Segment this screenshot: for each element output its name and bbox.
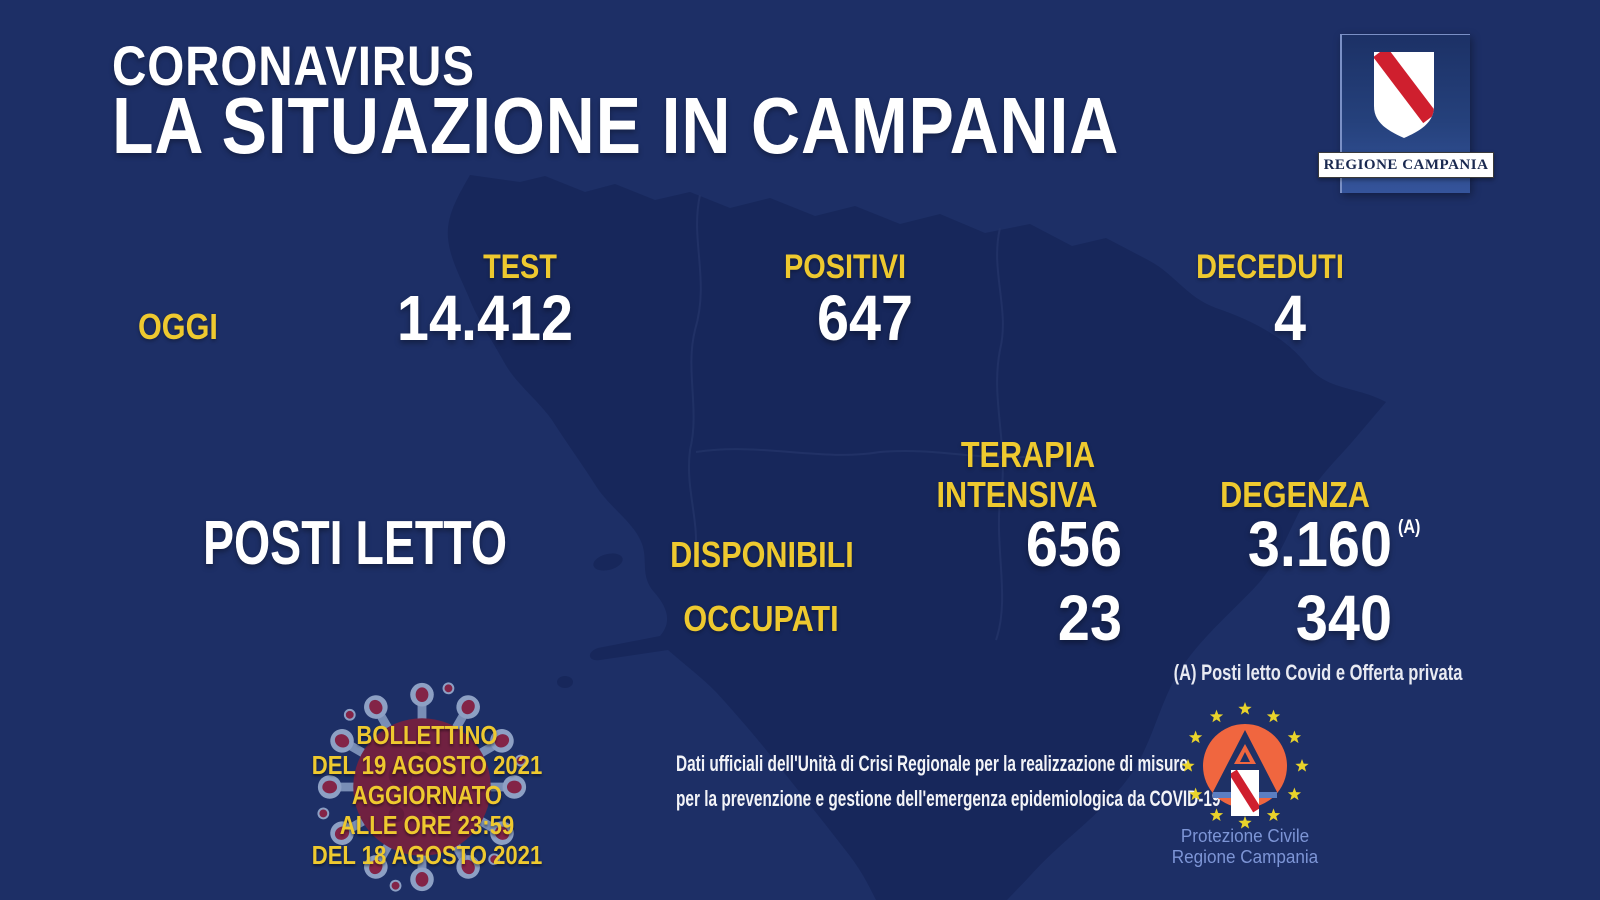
stat-positivi-value: 647 [816,282,914,354]
beds-col1-header-line1: TERAPIA [960,434,1096,475]
beds-disponibili-degenza: 3.160 [1247,508,1392,580]
coronavirus-icon [317,682,527,892]
beds-disponibili-label: DISPONIBILI [670,534,854,575]
source-note-line2: per la prevenzione e gestione dell'emerg… [676,786,1221,811]
beds-section-label: POSTI LETTO [203,509,508,578]
page-title-line2: LA SITUAZIONE IN CAMPANIA [112,81,1120,170]
source-note-line1: Dati ufficiali dell'Unità di Crisi Regio… [676,751,1188,776]
stat-deceduti-value: 4 [1273,282,1307,354]
beds-col1-header-line2: INTENSIVA [936,474,1098,515]
bulletin-line: DEL 18 AGOSTO 2021 [311,840,543,870]
protezione-civile-label: Protezione Civile Regione Campania [1150,826,1340,868]
protezione-civile-logo [1181,702,1309,829]
beds-col2-header: DEGENZA [1220,474,1370,515]
regione-campania-label: REGIONE CAMPANIA [1318,152,1494,178]
stat-test-value: 14.412 [396,282,574,354]
campania-crest-icon [1374,52,1434,138]
beds-occupati-degenza: 340 [1295,582,1392,654]
beds-footnote: (A) Posti letto Covid e Offerta privata [1173,660,1463,685]
stat-deceduti-label: DECEDUTI [1196,248,1344,286]
degenza-note-marker: (A) [1398,517,1421,538]
source-note: Dati ufficiali dell'Unità di Crisi Regio… [676,746,1221,816]
page-title-line1: CORONAVIRUS [112,34,475,97]
bulletin-line: ALLE ORE 23:59 [339,810,515,840]
stat-positivi-label: POSITIVI [783,248,907,286]
beds-occupati-label: OCCUPATI [683,598,839,639]
bulletin-line: AGGIORNATO [351,780,503,810]
bulletin-date-block: BOLLETTINO DEL 19 AGOSTO 2021 AGGIORNATO… [300,720,555,870]
beds-occupati-terapia-intensiva: 23 [1057,582,1122,654]
protezione-civile-line2: Regione Campania [1171,847,1319,867]
bulletin-line: BOLLETTINO [356,720,498,750]
stat-test-label: TEST [483,248,557,286]
today-row-label: OGGI [138,306,218,347]
beds-disponibili-terapia-intensiva: 656 [1025,508,1122,580]
protezione-civile-line1: Protezione Civile [1180,826,1310,846]
bulletin-line: DEL 19 AGOSTO 2021 [311,750,543,780]
